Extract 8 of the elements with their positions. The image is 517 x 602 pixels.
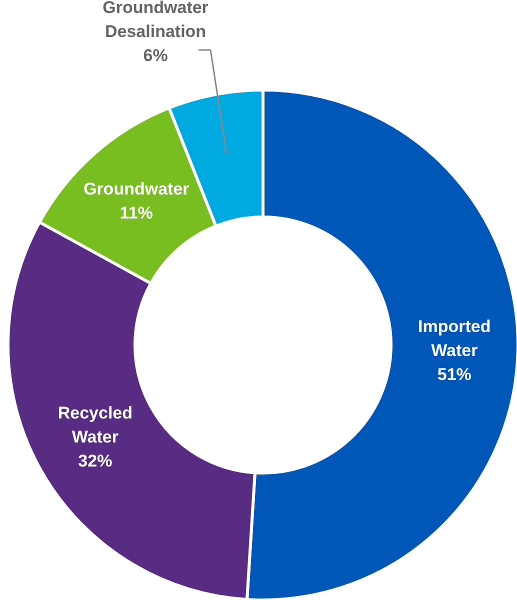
data-label: 11% xyxy=(120,203,153,222)
data-label: 6% xyxy=(143,46,168,65)
slice-label: Imported Water xyxy=(418,317,491,360)
slice-label: Groundwater Desalination xyxy=(102,0,209,41)
slice-label: Groundwater xyxy=(83,179,190,198)
slice-label: Recycled Water xyxy=(58,403,133,446)
data-label: 32% xyxy=(78,451,112,470)
data-label: 51% xyxy=(437,365,472,384)
